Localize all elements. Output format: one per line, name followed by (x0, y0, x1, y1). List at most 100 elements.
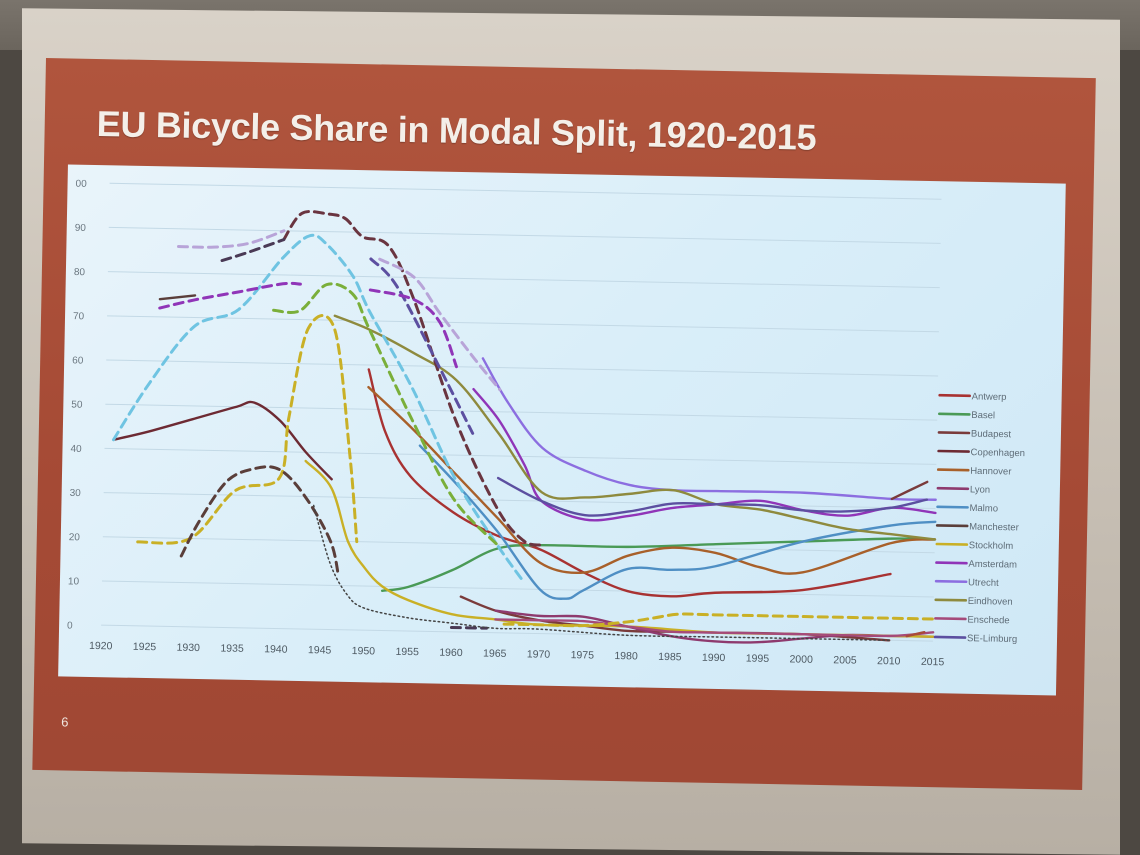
legend-label: Utrecht (968, 577, 999, 589)
series-line-unlabeled-dashed (111, 233, 524, 582)
series-line-unlabeled (890, 480, 929, 501)
legend-swatch (934, 598, 968, 602)
legend-label: Hannover (970, 466, 1011, 478)
line-chart: 0 10 20 30 40 50 60 70 80 90 00 1920 1925 1930 1935 194… (67, 179, 1025, 669)
slide-page-number: 6 (61, 714, 69, 730)
x-tick-label: 1930 (176, 642, 200, 654)
grid-line-y (105, 403, 938, 421)
series-lines (111, 210, 937, 644)
series-line-unlabeled-dashed (136, 314, 359, 545)
x-tick-label: 1960 (439, 647, 463, 659)
series-line-unlabeled-dashed (158, 281, 302, 310)
grid-line-y (103, 492, 936, 510)
grid-line-y (106, 359, 939, 377)
legend: Antwerp Basel Budapest Copenhagen Hannover Ly… (933, 391, 1025, 645)
series-line-unlabeled-dashed (272, 282, 499, 546)
x-tick-label: 1920 (89, 640, 113, 652)
series-line-se-limburg (496, 476, 929, 517)
legend-swatch (933, 635, 967, 639)
legend-swatch (936, 505, 969, 509)
x-tick-label: 1935 (220, 642, 244, 654)
x-tick-label: 1955 (395, 646, 419, 658)
x-tick-label: 1945 (308, 644, 332, 656)
y-tick-label: 50 (71, 400, 83, 411)
legend-label: Copenhagen (970, 447, 1025, 459)
y-tick-label: 20 (69, 532, 81, 543)
x-tick-label: 1980 (614, 650, 638, 662)
series-line-malmo (418, 444, 937, 600)
series-line-unlabeled-dashed (502, 612, 935, 628)
x-tick-label: 1990 (702, 652, 726, 664)
legend-swatch (937, 449, 970, 453)
y-tick-label: 70 (73, 311, 85, 322)
plot-panel: 0 10 20 30 40 50 60 70 80 90 00 1920 1925 1930 1935 194… (58, 164, 1066, 696)
x-tick-label: 1995 (746, 653, 770, 665)
series-line-unlabeled-dashed (179, 465, 341, 579)
y-tick-label: 60 (72, 355, 84, 366)
series-line-amsterdam (472, 387, 937, 522)
series-line-utrecht (481, 357, 937, 501)
series-line-unlabeled-dashed (177, 229, 286, 249)
series-line-copenhagen (112, 400, 333, 481)
x-tick-label: 1940 (264, 643, 288, 655)
y-tick-label: 10 (68, 576, 80, 587)
legend-label: Eindhoven (968, 596, 1013, 608)
legend-swatch (934, 579, 968, 584)
legend-swatch (938, 393, 971, 398)
x-tick-label: 2005 (833, 654, 857, 666)
grid-line-y (107, 315, 939, 333)
series-line-unlabeled-dashed (282, 210, 543, 547)
x-tick-label: 1965 (483, 648, 507, 660)
series-line-enschede (494, 618, 935, 638)
legend-swatch (935, 561, 968, 565)
grid-line-y (109, 182, 942, 200)
y-tick-label: 90 (75, 223, 87, 234)
series-line-unlabeled-dashed (378, 257, 502, 392)
x-axis-labels: 1920 1925 1930 1935 1940 1945 1950 1955 1960 1965… (89, 640, 945, 668)
legend-swatch (936, 468, 970, 472)
series-line-unlabeled-dashed (449, 625, 488, 630)
legend-label: Basel (971, 410, 995, 421)
x-tick-label: 1970 (527, 648, 551, 660)
legend-label: Budapest (971, 429, 1012, 441)
slide-title: EU Bicycle Share in Modal Split, 1920-20… (96, 102, 817, 158)
y-tick-label: 00 (75, 179, 87, 190)
y-tick-label: 30 (70, 488, 82, 499)
legend-label: Antwerp (972, 391, 1007, 403)
y-tick-label: 0 (67, 621, 73, 632)
legend-swatch (936, 486, 970, 491)
grid-line-y (107, 271, 940, 289)
y-tick-label: 80 (74, 267, 86, 278)
x-tick-label: 2010 (877, 655, 901, 667)
legend-label: Enschede (967, 614, 1009, 626)
presentation-slide: EU Bicycle Share in Modal Split, 1920-20… (32, 58, 1096, 791)
x-tick-label: 1975 (571, 649, 595, 661)
grid-lines (101, 182, 942, 642)
legend-label: SE-Limburg (967, 633, 1017, 645)
legend-swatch (937, 431, 971, 435)
series-line-hannover (367, 385, 937, 575)
legend-swatch (938, 412, 971, 416)
series-line-unlabeled-dashed (368, 288, 458, 369)
x-tick-label: 1985 (658, 651, 682, 663)
legend-label: Stockholm (969, 540, 1014, 552)
x-tick-label: 2015 (921, 656, 945, 668)
series-line-unlabeled-dashed (369, 257, 475, 435)
series-line-stockholm (304, 459, 935, 638)
series-line-antwerp (367, 368, 892, 598)
legend-label: Manchester (969, 522, 1019, 534)
series-line-eindhoven (333, 314, 937, 541)
series-line-manchester (158, 294, 197, 301)
series-line-basel (380, 537, 937, 592)
legend-label: Amsterdam (968, 559, 1017, 571)
legend-label: Malmo (969, 503, 998, 515)
grid-line-y (101, 580, 934, 598)
grid-line-y (108, 226, 941, 244)
series-line-unlabeled-dashed (220, 238, 286, 263)
series-line-unlabeled-dotted (312, 504, 890, 642)
legend-label: Lyon (970, 484, 990, 495)
legend-swatch (935, 524, 969, 528)
x-tick-label: 2000 (789, 653, 813, 665)
series-line-unlabeled (905, 630, 926, 638)
x-tick-label: 1950 (352, 645, 376, 657)
